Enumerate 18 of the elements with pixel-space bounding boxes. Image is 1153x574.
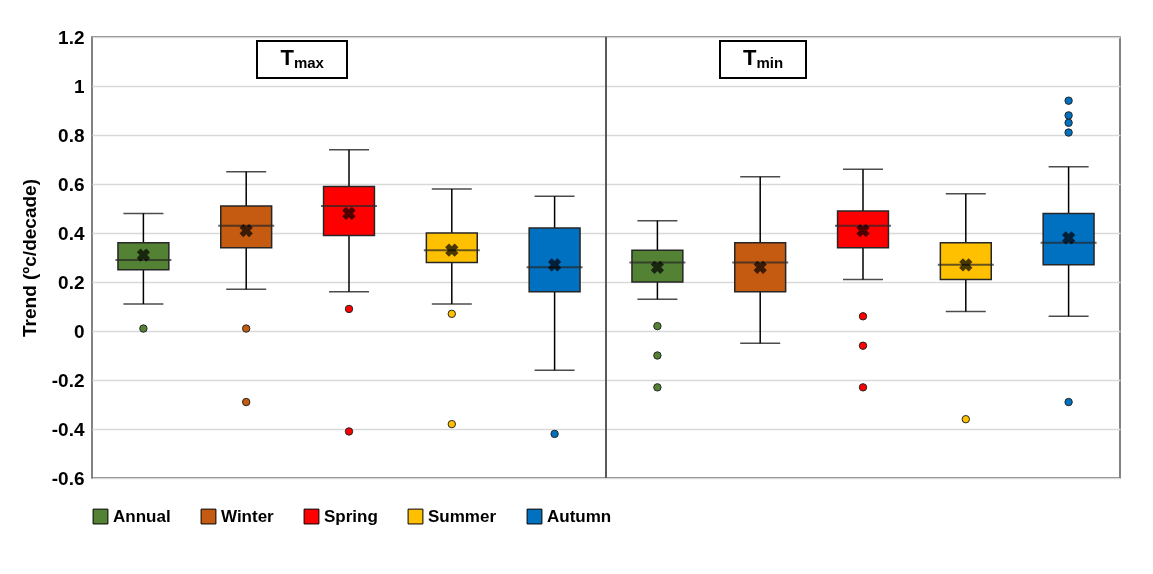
y-axis-title: Trend (ºc/decade) [18,179,40,337]
y-tick-label: 0.2 [58,271,85,293]
legend-label: Winter [221,506,275,526]
y-tick-label: -0.2 [51,369,85,391]
annotation: T$_{max}$ [256,40,348,79]
y-tick-label: 0.6 [58,173,85,195]
y-tick-label: 0 [73,320,85,342]
annotation: T$_{min}$ [719,40,808,79]
y-tick-label: 1.2 [58,26,85,48]
y-tick-label: 0.4 [58,222,85,244]
y-tick-label: -0.6 [51,467,85,489]
y-tick-label: 0.8 [58,124,85,146]
y-tick-label: -0.4 [51,418,85,440]
legend-label: Annual [113,506,171,526]
legend-label: Spring [324,506,378,526]
legend-label: Autumn [547,506,612,526]
legend-label: Summer [428,506,497,526]
y-tick-label: 1 [73,75,85,97]
